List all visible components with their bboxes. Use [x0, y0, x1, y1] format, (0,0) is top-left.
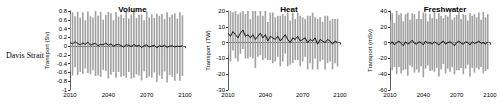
svg-text:-40: -40 — [378, 71, 387, 77]
svg-text:0.2: 0.2 — [59, 34, 68, 40]
svg-text:2070: 2070 — [140, 92, 154, 98]
svg-text:-0.4: -0.4 — [57, 61, 68, 67]
svg-text:2100: 2100 — [333, 92, 347, 98]
svg-text:Transport (Sv): Transport (Sv) — [44, 31, 50, 69]
svg-text:-1: -1 — [61, 87, 67, 93]
svg-text:0: 0 — [384, 40, 388, 46]
svg-text:Davis Strait: Davis Strait — [6, 51, 45, 60]
svg-text:-0.2: -0.2 — [57, 52, 68, 58]
svg-text:2100: 2100 — [483, 92, 497, 98]
svg-text:2040: 2040 — [259, 92, 273, 98]
svg-text:2070: 2070 — [296, 92, 310, 98]
svg-text:2010: 2010 — [221, 92, 235, 98]
svg-text:-0.6: -0.6 — [57, 69, 68, 75]
svg-text:0: 0 — [222, 40, 226, 46]
svg-text:2040: 2040 — [417, 92, 431, 98]
svg-text:2040: 2040 — [102, 92, 116, 98]
svg-text:0.6: 0.6 — [59, 17, 68, 23]
svg-text:2070: 2070 — [450, 92, 464, 98]
svg-text:20: 20 — [218, 8, 225, 14]
svg-text:0.8: 0.8 — [59, 8, 68, 14]
svg-text:-0.8: -0.8 — [57, 78, 68, 84]
svg-text:40: 40 — [380, 8, 387, 14]
svg-text:-20: -20 — [378, 55, 387, 61]
svg-text:0.4: 0.4 — [59, 26, 68, 32]
svg-text:20: 20 — [380, 24, 387, 30]
svg-text:2010: 2010 — [383, 92, 397, 98]
svg-text:Transport (mSv): Transport (mSv) — [367, 29, 373, 72]
svg-text:2010: 2010 — [63, 92, 77, 98]
svg-text:-10: -10 — [216, 55, 225, 61]
svg-text:-60: -60 — [378, 87, 387, 93]
svg-text:10: 10 — [218, 24, 225, 30]
svg-text:Transport (TW): Transport (TW) — [205, 30, 211, 70]
svg-text:0: 0 — [64, 43, 68, 49]
svg-text:-30: -30 — [216, 87, 225, 93]
svg-text:2100: 2100 — [178, 92, 192, 98]
svg-text:Heat: Heat — [280, 5, 298, 14]
svg-text:Freshwater: Freshwater — [424, 5, 467, 14]
svg-text:Volume: Volume — [118, 5, 147, 14]
svg-text:-20: -20 — [216, 71, 225, 77]
